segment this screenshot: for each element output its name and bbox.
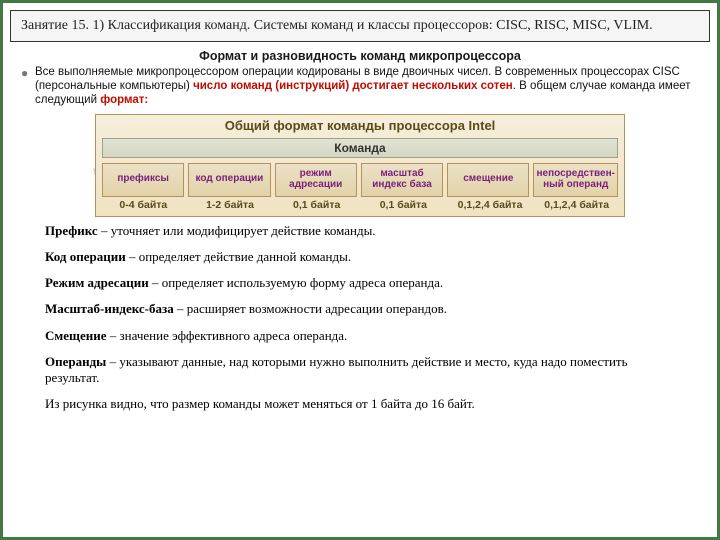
page-title: Занятие 15. 1) Классификация команд. Сис…: [21, 18, 653, 33]
text-sib: – расширяет возможности адресации операн…: [174, 301, 447, 316]
diagram-title: Общий формат команды процессора Intel: [96, 115, 624, 136]
cell-immediate: непосредствен-ный операнд: [533, 163, 617, 197]
term-operands: Операнды: [45, 354, 106, 369]
text-displacement: – значение эффективного адреса операнда.: [107, 328, 348, 343]
cell-sib: масштаб индекс база: [361, 163, 443, 197]
size-displacement: 0,1,2,4 байта: [449, 199, 532, 211]
text-addrmode: – определяет используемую форму адреса о…: [149, 275, 443, 290]
term-addrmode: Режим адресации: [45, 275, 149, 290]
closing-line: Из рисунка видно, что размер команды мож…: [45, 396, 681, 412]
def-opcode: Код операции – определяет действие данно…: [45, 249, 681, 265]
text-opcode: – определяет действие данной команды.: [126, 249, 351, 264]
intro-red1: число команд (инструкций) достигает неск…: [193, 80, 513, 92]
diagram-cells-row: префиксы код операции режим адресации ма…: [96, 158, 624, 199]
text-operands: – указывают данные, над которыми нужно в…: [45, 354, 628, 385]
def-sib: Масштаб-индекс-база – расширяет возможно…: [45, 301, 681, 317]
cell-prefix: префиксы: [102, 163, 184, 197]
term-sib: Масштаб-индекс-база: [45, 301, 174, 316]
term-displacement: Смещение: [45, 328, 107, 343]
size-immediate: 0,1,2,4 байта: [535, 199, 618, 211]
def-displacement: Смещение – значение эффективного адреса …: [45, 328, 681, 344]
cell-addrmode: режим адресации: [275, 163, 357, 197]
intro-paragraph: ● Все выполняемые микропроцессором опера…: [21, 65, 705, 108]
term-opcode: Код операции: [45, 249, 126, 264]
text-prefix: – уточняет или модифицирует действие ком…: [98, 223, 376, 238]
definitions-list: Префикс – уточняет или модифицирует дейс…: [45, 223, 681, 413]
bullet-icon: ●: [21, 65, 35, 81]
size-sib: 0,1 байта: [362, 199, 445, 211]
cell-displacement: смещение: [447, 163, 529, 197]
diagram-subtitle: Команда: [102, 138, 618, 158]
command-format-diagram: Общий формат команды процессора Intel Ко…: [95, 114, 625, 217]
diagram-sizes-row: 0-4 байта 1-2 байта 0,1 байта 0,1 байта …: [96, 199, 624, 216]
intro-text: Все выполняемые микропроцессором операци…: [35, 65, 705, 108]
def-prefix: Префикс – уточняет или модифицирует дейс…: [45, 223, 681, 239]
intro-red2: формат:: [100, 94, 148, 106]
section-heading: Формат и разновидность команд микропроце…: [23, 49, 697, 63]
size-opcode: 1-2 байта: [189, 199, 272, 211]
size-addrmode: 0,1 байта: [275, 199, 358, 211]
term-prefix: Префикс: [45, 223, 98, 238]
page-title-bar: Занятие 15. 1) Классификация команд. Сис…: [10, 10, 710, 42]
def-addrmode: Режим адресации – определяет используему…: [45, 275, 681, 291]
def-operands: Операнды – указывают данные, над которым…: [45, 354, 681, 387]
cell-opcode: код операции: [188, 163, 270, 197]
size-prefix: 0-4 байта: [102, 199, 185, 211]
